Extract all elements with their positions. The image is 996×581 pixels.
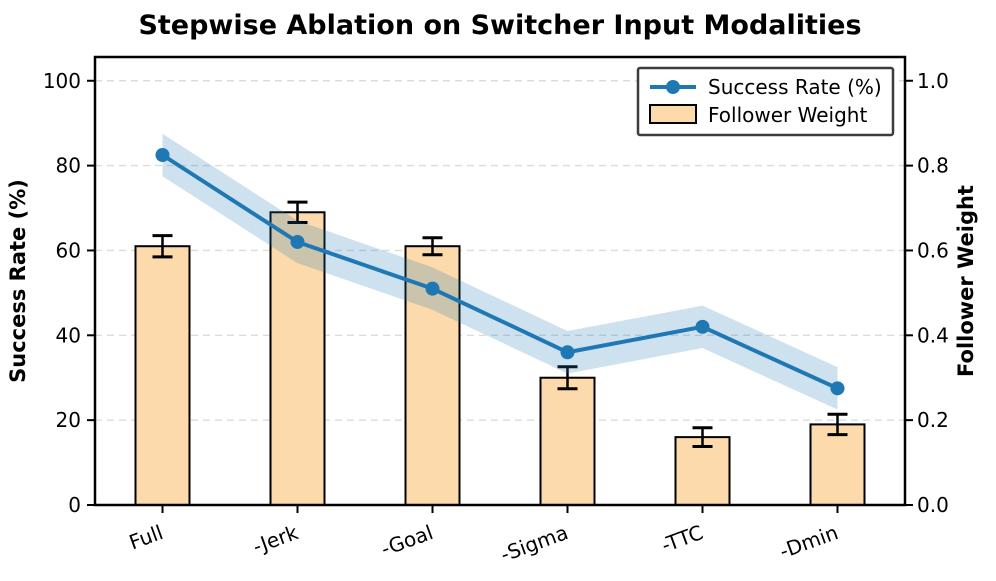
left-tick-label: 20 [56, 408, 81, 432]
plot-border [93, 55, 907, 507]
marker--TTC [695, 319, 710, 334]
left-tick-label: 60 [56, 238, 81, 262]
chart-title: Stepwise Ablation on Switcher Input Moda… [138, 10, 861, 41]
left-tick-label: 100 [43, 69, 81, 93]
x-tick-label--TTC: -TTC [658, 520, 706, 557]
x-tick-label--Sigma: -Sigma [497, 520, 571, 566]
legend-label-follower-weight: Follower Weight [708, 103, 867, 127]
success-rate-line-series [155, 148, 845, 396]
right-axis-label: Follower Weight [954, 185, 978, 377]
confidence-band [162, 133, 838, 410]
left-tick-label: 80 [56, 154, 81, 178]
x-tick-label--Dmin: -Dmin [776, 520, 841, 563]
marker--Jerk [290, 234, 305, 249]
x-tick-label--Goal: -Goal [378, 520, 436, 561]
right-tick-label: 1.0 [917, 69, 949, 93]
right-tick-label: 0.4 [917, 323, 949, 347]
right-tick-label: 0.6 [917, 238, 949, 262]
marker--Goal [425, 281, 440, 296]
bar--Dmin [809, 423, 866, 507]
marker--Sigma [560, 345, 575, 360]
marker-Full [155, 148, 170, 162]
legend-bar-swatch [649, 104, 697, 124]
left-tick-label: 0 [68, 493, 81, 517]
bar--Sigma [539, 376, 596, 506]
legend-label-success-rate: Success Rate (%) [708, 75, 882, 99]
follower-weight-bars [134, 200, 866, 507]
right-tick-label: 0.2 [917, 408, 949, 432]
legend-marker-sample [666, 80, 680, 94]
right-tick-label: 0.8 [917, 154, 949, 178]
right-tick-label: 0.0 [917, 493, 949, 517]
x-tick-label-Full: Full [126, 520, 166, 554]
legend: Success Rate (%) Follower Weight [636, 66, 895, 137]
legend-box [636, 66, 895, 137]
left-tick-label: 40 [56, 323, 81, 347]
bar-Full [134, 245, 191, 506]
marker--Dmin [830, 381, 845, 396]
x-tick-label--Jerk: -Jerk [249, 520, 301, 559]
success-rate-line [160, 153, 840, 391]
bar--Jerk [269, 211, 326, 506]
left-axis-label: Success Rate (%) [6, 179, 30, 383]
confidence-band-area [162, 133, 838, 410]
